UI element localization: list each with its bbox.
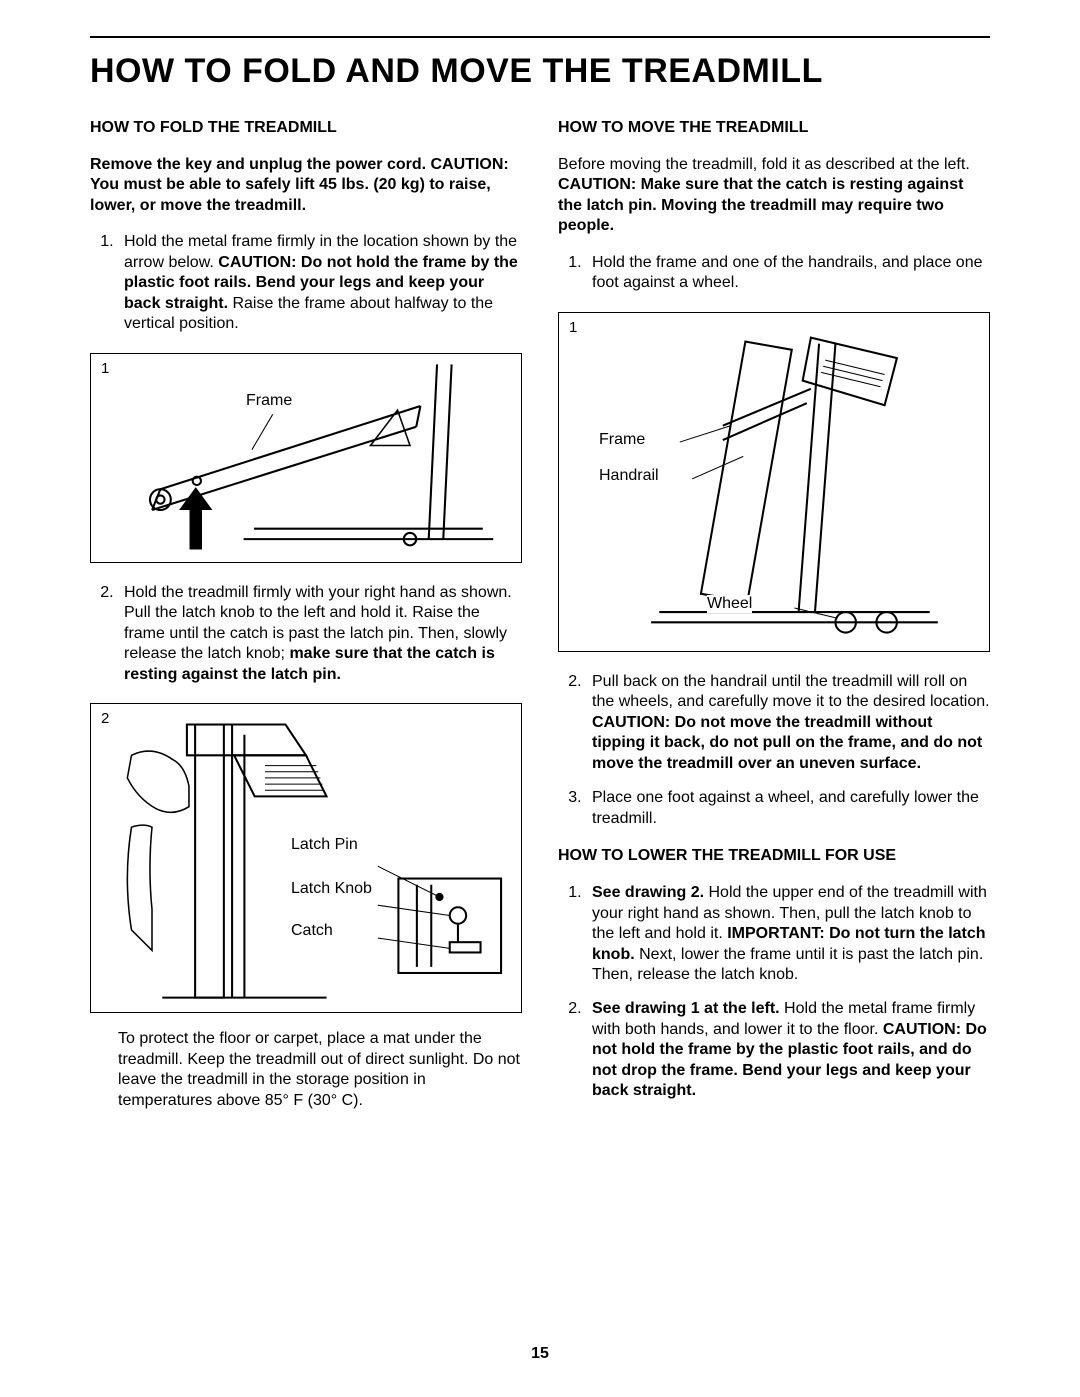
fold-fig2-latchknob-text: Latch Knob — [291, 880, 372, 897]
fold-fig1-frame-label: Frame — [246, 392, 292, 410]
move-step-2b: CAUTION: Do not move the treadmill witho… — [592, 714, 982, 772]
move-steps: Hold the frame and one of the handrails,… — [558, 253, 990, 294]
move-fig1-handrail-label: Handrail — [599, 467, 659, 485]
fold-fig2-latchpin-label: Latch Pin — [291, 836, 358, 854]
lower-step-1: See drawing 2. Hold the upper end of the… — [586, 883, 990, 985]
fold-steps: Hold the metal frame firmly in the locat… — [90, 232, 522, 334]
fold-fig2-svg — [91, 704, 521, 1012]
fold-intro: Remove the key and unplug the power cord… — [90, 155, 522, 216]
move-intro: Before moving the treadmill, fold it as … — [558, 155, 990, 237]
move-fig1-wheel-label: Wheel — [707, 595, 752, 613]
two-column-layout: HOW TO FOLD THE TREADMILL Remove the key… — [90, 113, 990, 1127]
top-rule — [90, 36, 990, 38]
fold-heading: HOW TO FOLD THE TREADMILL — [90, 119, 522, 137]
lower-step-2: See drawing 1 at the left. Hold the meta… — [586, 999, 990, 1101]
fold-figure-1: 1 — [90, 353, 522, 563]
fold-step-1: Hold the metal frame firmly in the locat… — [118, 232, 522, 334]
move-figure-1: 1 — [558, 312, 990, 652]
fold-fig2-latchknob-label: Latch Knob — [291, 880, 372, 898]
fold-fig2-catch-text: Catch — [291, 922, 333, 939]
lower-1a: See drawing 2. — [592, 884, 704, 901]
move-fig1-frame-label: Frame — [599, 431, 645, 449]
page-number: 15 — [0, 1345, 1080, 1363]
page-title: HOW TO FOLD AND MOVE THE TREADMILL — [90, 52, 990, 91]
move-step-2: Pull back on the handrail until the trea… — [586, 672, 990, 774]
fold-fig2-latchpin-text: Latch Pin — [291, 836, 358, 853]
fold-figure-2: 2 — [90, 703, 522, 1013]
move-intro-a: Before moving the treadmill, fold it as … — [558, 156, 970, 173]
fold-step-2: Hold the treadmill firmly with your righ… — [118, 583, 522, 685]
move-step-2a: Pull back on the handrail until the trea… — [592, 673, 990, 710]
move-step-1: Hold the frame and one of the handrails,… — [586, 253, 990, 294]
fold-steps-2: Hold the treadmill firmly with your righ… — [90, 583, 522, 685]
move-step-3: Place one foot against a wheel, and care… — [586, 788, 990, 829]
fold-fig1-svg — [91, 354, 521, 562]
move-intro-b: CAUTION: Make sure that the catch is res… — [558, 176, 963, 234]
fold-fig1-number: 1 — [101, 360, 109, 377]
lower-steps: See drawing 2. Hold the upper end of the… — [558, 883, 990, 1102]
fold-fig2-number: 2 — [101, 710, 109, 727]
right-column: HOW TO MOVE THE TREADMILL Before moving … — [558, 113, 990, 1127]
lower-2a: See drawing 1 at the left. — [592, 1000, 780, 1017]
lower-heading: HOW TO LOWER THE TREADMILL FOR USE — [558, 847, 990, 865]
left-column: HOW TO FOLD THE TREADMILL Remove the key… — [90, 113, 522, 1127]
manual-page: HOW TO FOLD AND MOVE THE TREADMILL HOW T… — [0, 0, 1080, 1397]
fold-footnote: To protect the floor or carpet, place a … — [118, 1029, 522, 1111]
move-steps-23: Pull back on the handrail until the trea… — [558, 672, 990, 829]
lower-1d: Next, lower the frame until it is past t… — [592, 946, 983, 983]
fold-fig2-catch-label: Catch — [291, 922, 333, 940]
move-heading: HOW TO MOVE THE TREADMILL — [558, 119, 990, 137]
move-fig1-number: 1 — [569, 319, 577, 336]
